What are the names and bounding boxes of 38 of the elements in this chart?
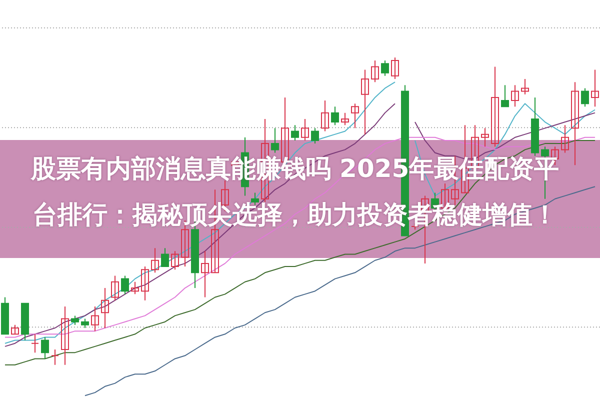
candlestick <box>361 69 369 135</box>
candlestick <box>331 106 339 126</box>
candlestick <box>371 60 379 83</box>
candlestick <box>201 250 209 298</box>
candlestick <box>521 78 529 95</box>
candlestick <box>71 315 79 326</box>
candlestick <box>351 103 359 129</box>
candlestick <box>341 112 349 126</box>
candlestick <box>561 124 569 154</box>
candlestick <box>571 82 579 166</box>
candlestick <box>511 84 519 108</box>
candlestick <box>481 128 489 148</box>
candlestick <box>91 306 99 332</box>
candlestick <box>131 281 139 295</box>
candlestick <box>101 288 109 328</box>
candlestick <box>591 69 599 108</box>
candlestick <box>321 100 329 132</box>
candlestick <box>171 250 179 270</box>
candlestick <box>51 349 59 366</box>
candlestick <box>151 248 159 274</box>
candlestick <box>581 88 589 108</box>
candlestick <box>311 128 319 144</box>
candlestick <box>61 306 69 366</box>
candlestick <box>291 124 299 141</box>
candlestick <box>301 118 309 141</box>
candlestick <box>121 275 129 295</box>
candlestick <box>381 60 389 76</box>
candlestick <box>81 318 89 328</box>
candlestick <box>161 248 169 268</box>
candlestick <box>11 324 19 335</box>
candlestick <box>391 56 399 80</box>
candlestick <box>141 266 149 301</box>
candlestick <box>31 334 39 354</box>
candlestick <box>501 84 509 108</box>
candlestick <box>111 275 119 301</box>
candlestick <box>271 128 279 154</box>
candlestick <box>491 66 499 148</box>
candlestick <box>41 336 49 360</box>
